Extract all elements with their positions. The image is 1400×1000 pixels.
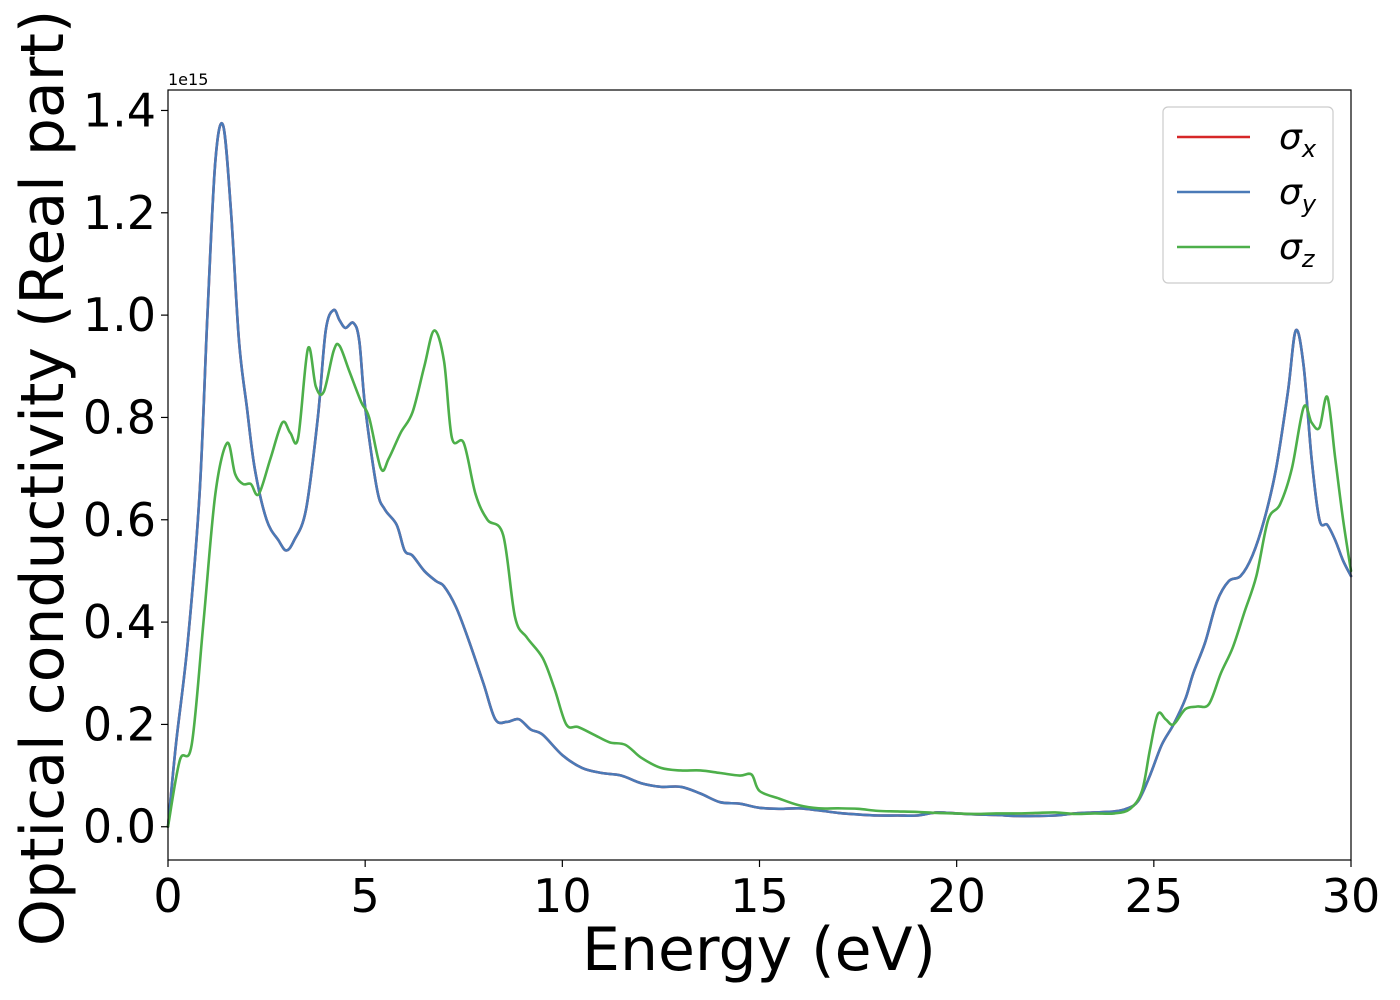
x-tick-label: 30 bbox=[1322, 869, 1381, 923]
y-tick-label: 1.2 bbox=[83, 186, 156, 240]
x-axis-label: Energy (eV) bbox=[582, 915, 936, 985]
y-tick-label: 1.0 bbox=[83, 288, 156, 342]
legend-label-z: σz bbox=[1279, 227, 1316, 273]
x-tick-label: 20 bbox=[927, 869, 986, 923]
series-line-y bbox=[166, 122, 1353, 829]
series-line-z bbox=[166, 329, 1353, 829]
series-layer bbox=[166, 122, 1353, 829]
y-ticks: 0.0 0.2 0.4 0.6 0.8 1.0 1.2 1.4 bbox=[83, 83, 168, 854]
legend: σx σy σz bbox=[1162, 106, 1334, 284]
legend-box bbox=[1162, 106, 1334, 284]
y-axis-label: Optical conductivity (Real part) bbox=[8, 10, 78, 947]
x-tick-label: 25 bbox=[1125, 869, 1184, 923]
x-ticks: 0 5 10 15 20 25 30 bbox=[153, 860, 1380, 923]
y-tick-label: 0.0 bbox=[83, 800, 156, 854]
x-tick-label: 5 bbox=[351, 869, 380, 923]
y-tick-label: 0.4 bbox=[83, 595, 156, 649]
y-tick-label: 0.2 bbox=[83, 697, 156, 751]
y-tick-label: 1.4 bbox=[83, 83, 156, 137]
legend-label-y: σy bbox=[1279, 172, 1317, 218]
x-tick-label: 15 bbox=[730, 869, 789, 923]
y-offset-label: 1e15 bbox=[168, 70, 208, 89]
legend-entries: σx σy σz bbox=[1177, 117, 1317, 273]
y-tick-label: 0.8 bbox=[83, 390, 156, 444]
x-tick-label: 0 bbox=[153, 869, 182, 923]
y-tick-label: 0.6 bbox=[83, 493, 156, 547]
legend-label-x: σx bbox=[1279, 117, 1317, 163]
x-tick-label: 10 bbox=[533, 869, 592, 923]
